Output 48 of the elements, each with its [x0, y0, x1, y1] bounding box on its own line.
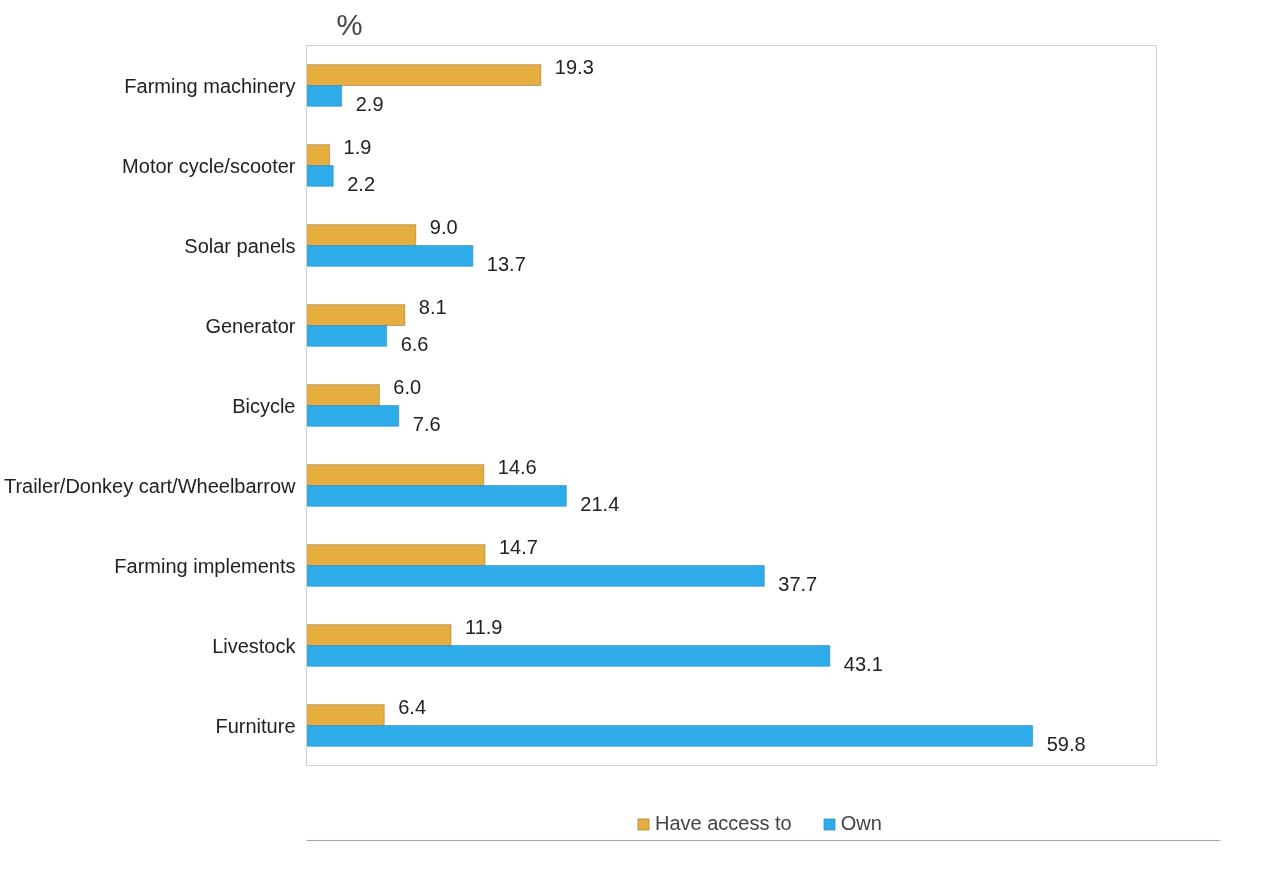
- bar: [306, 64, 542, 86]
- data-label: 6.6: [400, 332, 429, 355]
- data-label: 13.7: [486, 252, 526, 275]
- data-label: 19.3: [554, 56, 594, 79]
- bar: [306, 485, 567, 507]
- data-label: 11.9: [465, 616, 503, 639]
- y-tick-label: Solar panels: [184, 234, 296, 257]
- data-label: 21.4: [580, 492, 620, 515]
- bar: [306, 645, 831, 667]
- bar: [306, 304, 406, 326]
- bar: [306, 464, 485, 486]
- data-label: 8.1: [418, 296, 447, 319]
- y-tick-label: Generator: [205, 314, 296, 337]
- y-tick-label: Farming machinery: [124, 74, 296, 97]
- y-tick-label: Furniture: [215, 714, 296, 737]
- bar: [306, 165, 334, 187]
- data-label: 2.2: [347, 172, 376, 195]
- data-label: 59.8: [1046, 732, 1086, 755]
- bar: [306, 85, 342, 107]
- data-label: 2.9: [355, 92, 384, 115]
- data-label: 14.6: [497, 456, 537, 479]
- data-label: 6.4: [398, 696, 427, 719]
- bar: [306, 405, 400, 427]
- y-tick-label: Motor cycle/scooter: [122, 154, 296, 177]
- legend-label: Own: [840, 812, 882, 835]
- y-tick-label: Farming implements: [114, 554, 296, 577]
- bar: [306, 725, 1033, 747]
- data-label: 7.6: [412, 412, 441, 435]
- data-label: 43.1: [843, 652, 883, 675]
- bar: [306, 144, 330, 166]
- chart-title: %: [336, 7, 363, 41]
- legend-label: Have access to: [655, 812, 792, 835]
- bar: [306, 224, 417, 246]
- bar: [306, 245, 474, 267]
- bar: [306, 565, 765, 587]
- y-tick-label: Livestock: [212, 634, 297, 657]
- bar: [306, 384, 380, 406]
- bar: [306, 624, 452, 646]
- data-label: 1.9: [343, 136, 372, 159]
- y-tick-label: Trailer/Donkey cart/Wheelbarrow: [3, 474, 297, 497]
- data-label: 9.0: [429, 216, 458, 239]
- bar: [306, 325, 387, 347]
- data-label: 37.7: [778, 572, 818, 595]
- data-label: 14.7: [499, 536, 538, 559]
- bar: [306, 544, 486, 566]
- bar: [306, 704, 385, 726]
- data-label: 6.0: [393, 376, 422, 399]
- y-tick-label: Bicycle: [232, 394, 296, 417]
